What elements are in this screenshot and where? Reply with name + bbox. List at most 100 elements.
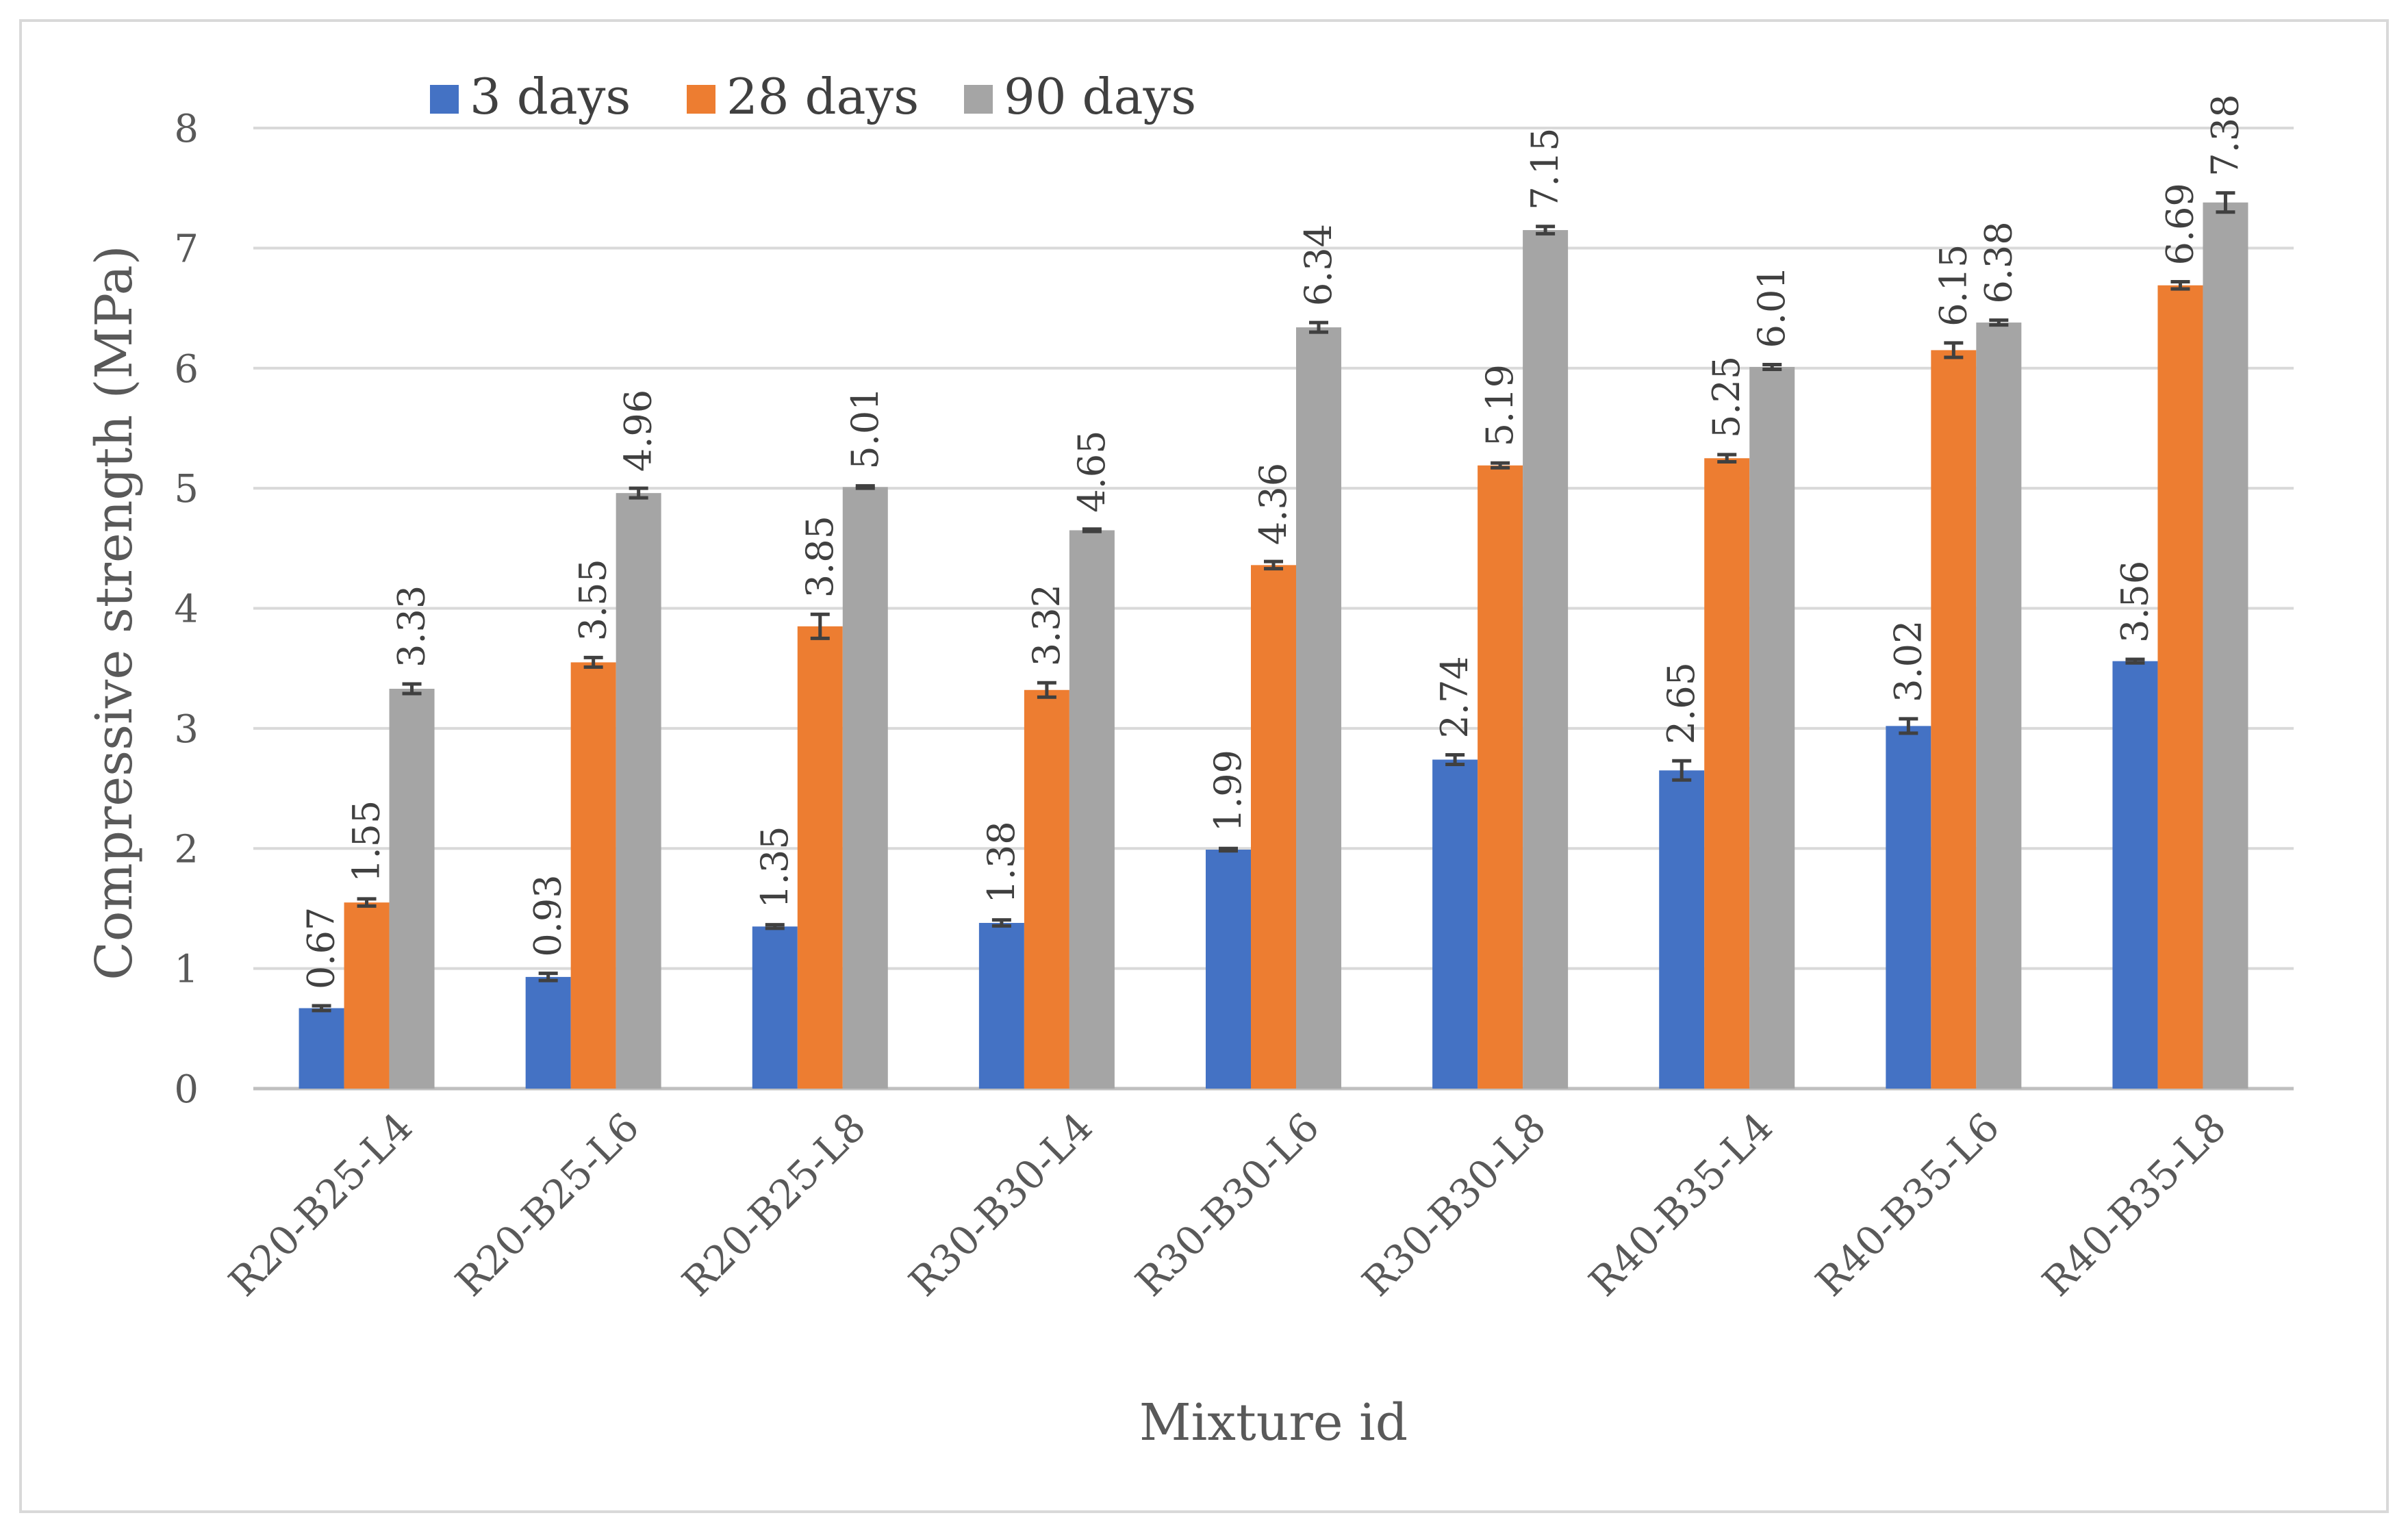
y-tick-label: 8 [174, 107, 199, 151]
bar-3-days-R40-B35-L4 [1659, 770, 1705, 1089]
data-label: 0.93 [527, 874, 570, 956]
data-label: 6.38 [1977, 221, 2020, 303]
bar-28-days-R20-B25-L8 [797, 626, 843, 1089]
data-label: 5.19 [1478, 364, 1521, 446]
data-label: 7.15 [1523, 128, 1567, 210]
data-label: 3.33 [390, 585, 433, 668]
error-bar [2216, 191, 2235, 214]
legend-swatch [964, 85, 993, 114]
error-bar [2125, 657, 2145, 665]
data-labels: 0.67 0.93 1.35 1.38 1.99 2.74 2.65 3.02 3.56 1.55… [300, 94, 2247, 989]
bars [299, 202, 2248, 1089]
bar-28-days-R30-B30-L6 [1251, 565, 1296, 1089]
bar-3-days-R30-B30-L6 [1206, 850, 1251, 1089]
bar-28-days-R30-B30-L4 [1024, 689, 1069, 1089]
error-bar [1536, 225, 1556, 236]
y-axis-title: Compressive strength (MPa) [85, 245, 144, 980]
error-bar [1491, 461, 1510, 470]
legend: 3 days 28 days 90 days [430, 68, 1196, 125]
bar-3-days-R40-B35-L8 [2112, 661, 2158, 1089]
error-bar [1082, 527, 1102, 533]
bar-28-days-R40-B35-L4 [1704, 458, 1750, 1089]
data-label: 2.74 [1433, 656, 1476, 738]
error-bar [1219, 846, 1238, 853]
data-label: 7.38 [2203, 94, 2246, 176]
data-label: 4.36 [1252, 463, 1295, 545]
data-label: 6.69 [2158, 183, 2201, 265]
bar-90-days-R30-B30-L8 [1523, 230, 1569, 1089]
data-label: 6.34 [1297, 224, 1340, 306]
y-tick-label: 1 [174, 948, 199, 992]
error-bar [1264, 559, 1283, 571]
data-label: 4.96 [617, 390, 660, 472]
legend-swatch [430, 85, 459, 114]
y-tick-label: 0 [174, 1067, 199, 1112]
bar-28-days-R40-B35-L6 [1931, 350, 1977, 1089]
legend-swatch [687, 85, 715, 114]
data-label: 3.32 [1025, 584, 1068, 666]
error-bar [1672, 759, 1692, 782]
bar-28-days-R20-B25-L6 [570, 662, 616, 1089]
bar-90-days-R30-B30-L6 [1296, 327, 1341, 1089]
bar-3-days-R40-B35-L6 [1886, 726, 1931, 1089]
legend-item-28-days: 28 days [687, 68, 919, 125]
bar-90-days-R30-B30-L4 [1069, 530, 1115, 1089]
bar-3-days-R30-B30-L8 [1432, 759, 1478, 1089]
error-bar [1717, 453, 1737, 464]
error-bar [538, 972, 558, 982]
error-bar [629, 486, 648, 500]
bar-3-days-R20-B25-L8 [752, 926, 798, 1089]
data-label: 1.99 [1206, 750, 1250, 832]
data-label: 5.01 [844, 387, 887, 469]
data-label: 6.01 [1750, 266, 1793, 348]
error-bar [357, 897, 377, 908]
legend-label: 28 days [726, 68, 919, 125]
error-bar [1445, 752, 1465, 766]
error-bar [1899, 717, 1918, 735]
data-label: 1.38 [980, 821, 1023, 903]
error-bar [1309, 320, 1328, 334]
bar-90-days-R20-B25-L6 [616, 493, 661, 1089]
error-bar [583, 655, 603, 669]
data-label: 0.67 [300, 907, 343, 989]
data-label: 6.15 [1931, 244, 1975, 327]
bar-90-days-R40-B35-L8 [2203, 202, 2248, 1089]
legend-label: 3 days [470, 68, 631, 125]
data-label: 3.56 [2113, 561, 2156, 643]
error-bar [1989, 318, 2009, 327]
y-tick-label: 3 [174, 707, 199, 752]
error-bar [765, 923, 785, 930]
data-label: 5.25 [1705, 356, 1748, 438]
error-bar [402, 682, 422, 696]
y-tick-label: 5 [174, 467, 199, 511]
bar-28-days-R30-B30-L8 [1478, 465, 1523, 1089]
data-label: 1.35 [753, 826, 796, 908]
error-bar [855, 484, 875, 490]
bar-90-days-R40-B35-L6 [1976, 322, 2022, 1089]
bar-90-days-R20-B25-L8 [842, 487, 888, 1089]
data-label: 4.65 [1070, 431, 1113, 513]
y-axis-ticks: 0 1 2 3 4 5 6 7 8 [174, 107, 199, 1112]
bar-90-days-R40-B35-L4 [1749, 366, 1795, 1089]
legend-item-90-days: 90 days [964, 68, 1196, 125]
bar-3-days-R20-B25-L6 [525, 976, 571, 1089]
bar-28-days-R20-B25-L4 [344, 902, 390, 1089]
legend-label: 90 days [1004, 68, 1196, 125]
y-tick-label: 6 [174, 347, 199, 392]
error-bar [1762, 362, 1782, 372]
legend-item-3-days: 3 days [430, 68, 631, 125]
error-bar [991, 918, 1011, 928]
data-label: 3.85 [798, 516, 841, 598]
error-bar [1037, 681, 1056, 699]
x-axis-title: Mixture id [1139, 1393, 1408, 1452]
y-tick-label: 4 [174, 587, 199, 632]
bar-28-days-R40-B35-L8 [2157, 285, 2203, 1089]
error-bars [312, 191, 2235, 1013]
bar-3-days-R30-B30-L4 [978, 922, 1024, 1089]
y-tick-label: 2 [174, 827, 199, 872]
data-label: 2.65 [1660, 662, 1703, 744]
bar-3-days-R20-B25-L4 [299, 1008, 344, 1089]
y-tick-label: 7 [174, 227, 199, 271]
